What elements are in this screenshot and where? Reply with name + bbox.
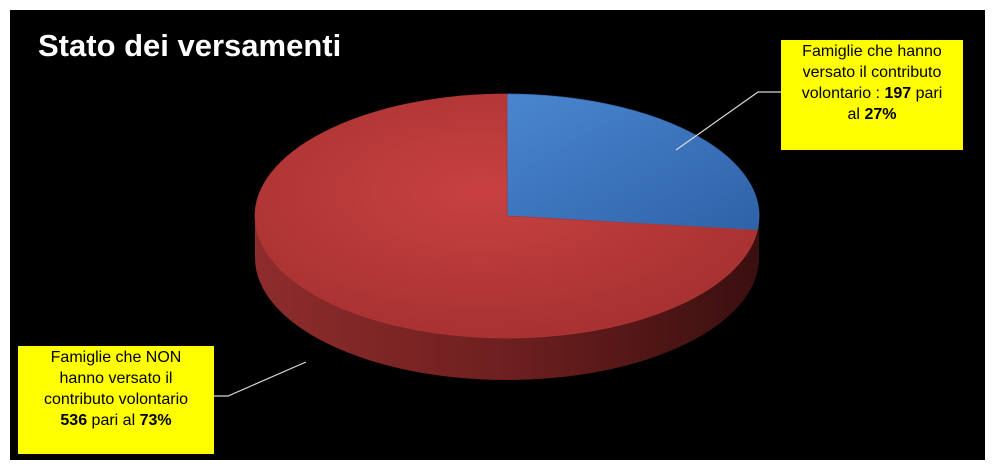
leader-line-paid [675,91,781,151]
leader-line-unpaid [214,361,307,397]
pie-slice-paid [506,93,760,231]
pie-side-wall [255,216,759,380]
pie-slice-unpaid [254,93,758,339]
chart-title: Stato dei versamenti [38,28,342,63]
data-label-paid: Famiglie che hanno versato il contributo v… [781,40,963,150]
data-label-unpaid: Famiglie che NON hanno versato il contribu… [18,346,214,454]
